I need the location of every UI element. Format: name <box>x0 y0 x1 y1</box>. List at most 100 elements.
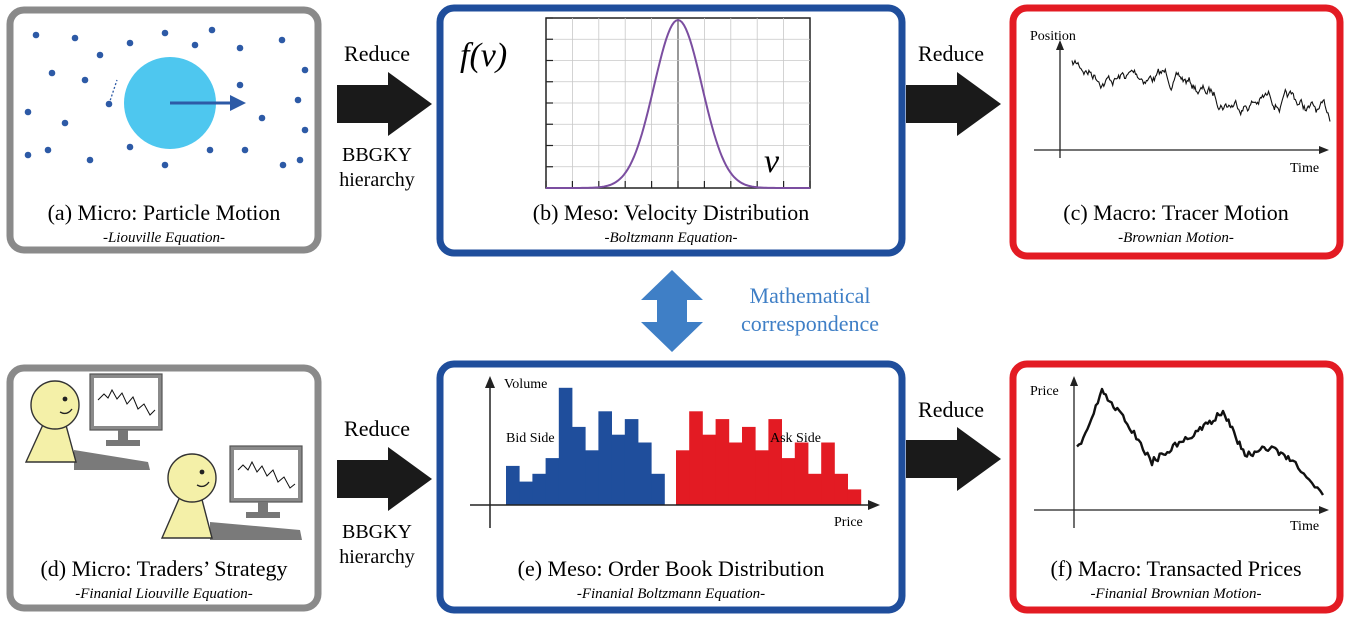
reduce-arrow-top-left <box>337 72 432 136</box>
trader-1-screen-chart <box>97 388 156 416</box>
panel-d-micro-traders: (d) Micro: Traders’ Strategy -Finanial L… <box>6 364 322 612</box>
panel-c-caption: (c) Macro: Tracer Motion <box>1063 200 1288 225</box>
order-book-bars <box>506 387 862 506</box>
panel-d-equation: -Finanial Liouville Equation- <box>75 586 252 602</box>
particle <box>301 66 309 74</box>
hierarchy-label-bottom-left: hierarchy <box>339 546 415 568</box>
reduce-arrow-bottom-right <box>906 427 1001 491</box>
arrow-top-left: Reduce BBGKY hierarchy <box>337 41 432 191</box>
trader-1-monitor-base <box>106 440 140 446</box>
trader-2 <box>160 445 303 540</box>
panel-d-frame <box>6 364 322 612</box>
reduce-label-bottom-left: Reduce <box>344 416 410 441</box>
bid-bar <box>532 473 546 506</box>
c-x-axis-arrowhead <box>1319 146 1329 154</box>
arrow-top-right: Reduce <box>906 41 1001 136</box>
velocity-ylabel: f(v) <box>460 37 507 74</box>
particle <box>296 156 304 164</box>
bid-bar <box>506 465 520 505</box>
arrow-bottom-left: Reduce BBGKY hierarchy <box>337 416 432 568</box>
particle <box>236 81 244 89</box>
ask-bar <box>847 489 862 505</box>
panel-c-macro-tracer: Position Time (c) Macro: Tracer Motion -… <box>1009 4 1344 260</box>
particle <box>294 96 302 104</box>
trader-2-head <box>167 453 217 503</box>
velocity-plot-grid <box>545 17 811 189</box>
panel-b-caption: (b) Meso: Velocity Distribution <box>533 200 809 225</box>
bid-bar <box>598 411 612 506</box>
bid-side-label: Bid Side <box>506 431 555 446</box>
panel-a-caption: (a) Micro: Particle Motion <box>48 200 281 225</box>
panel-b-meso-velocity: f(v) v (b) Meso: Velocity Distribution -… <box>436 4 906 257</box>
ask-bar <box>781 458 796 505</box>
ask-bar <box>834 473 848 506</box>
ask-bar <box>768 419 782 505</box>
particle <box>258 114 266 122</box>
bbgky-label-bottom-left: BBGKY <box>342 521 412 543</box>
panel-f-macro-prices: Price Time (f) Macro: Transacted Prices … <box>1009 360 1344 614</box>
velocity-xlabel: v <box>764 143 780 180</box>
particle <box>32 31 40 39</box>
bbgky-label-top-left: BBGKY <box>342 144 412 166</box>
bid-bar <box>519 481 533 505</box>
hierarchy-label-top-left: hierarchy <box>339 169 415 191</box>
ask-bar <box>689 411 703 506</box>
trader-1-eye <box>62 396 68 402</box>
reduce-label-top-right: Reduce <box>918 41 984 66</box>
ask-bar <box>808 473 822 506</box>
panel-a-micro-particle: (a) Micro: Particle Motion -Liouville Eq… <box>6 6 322 254</box>
trader-2-mouth <box>196 481 210 488</box>
particle <box>191 41 199 49</box>
trader-2-screen-chart <box>237 460 296 489</box>
c-y-axis-arrowhead <box>1056 40 1064 50</box>
particle-small-arrow <box>108 79 118 105</box>
panel-c-frame <box>1009 4 1344 260</box>
panel-e-caption: (e) Meso: Order Book Distribution <box>518 556 825 581</box>
ask-bar <box>755 450 769 505</box>
reduce-label-top-left: Reduce <box>344 41 410 66</box>
reduce-arrow-top-right <box>906 72 1001 136</box>
particle <box>96 51 104 59</box>
panel-e-meso-orderbook: Volume Price Bid Side Ask Side (e) Meso:… <box>436 360 906 614</box>
bid-bar <box>624 419 639 505</box>
panel-a-equation: -Liouville Equation- <box>103 230 225 246</box>
ask-bar <box>794 442 809 505</box>
trader-1-mouth <box>59 408 73 415</box>
panel-d-caption: (d) Micro: Traders’ Strategy <box>40 556 287 581</box>
trader-1 <box>24 373 163 470</box>
particle <box>24 108 32 116</box>
particle <box>61 119 69 127</box>
panel-c-equation: -Brownian Motion- <box>1118 230 1234 246</box>
bid-bar <box>545 458 560 505</box>
arrow-bottom-right: Reduce <box>906 397 1001 491</box>
ask-bar <box>676 450 690 505</box>
ask-bar <box>715 419 730 505</box>
trader-1-desk <box>74 450 150 470</box>
trader-1-monitor-stand <box>118 430 128 440</box>
trader-2-eye <box>199 469 205 475</box>
particle <box>279 161 287 169</box>
e-x-axis-arrowhead <box>868 500 880 510</box>
correspondence-line-2: correspondence <box>741 311 879 336</box>
trader-1-head <box>30 380 80 430</box>
ask-bar <box>821 442 835 505</box>
panel-f-equation: -Finanial Brownian Motion- <box>1090 586 1261 602</box>
tracer-velocity-arrowhead <box>230 95 246 111</box>
particle <box>24 151 32 159</box>
particle <box>126 39 134 47</box>
double-vertical-arrow <box>641 270 703 352</box>
e-y-axis-arrowhead <box>485 376 495 388</box>
correspondence-line-1: Mathematical <box>750 283 871 308</box>
particle <box>126 143 134 151</box>
reduce-arrow-bottom-left <box>337 447 432 511</box>
velocity-distribution-curve <box>546 18 810 189</box>
bid-bar <box>638 442 652 505</box>
particle <box>44 146 52 154</box>
f-y-axis-arrowhead <box>1070 376 1078 386</box>
transacted-price-path <box>1076 387 1325 496</box>
ask-bar <box>702 434 716 505</box>
particle <box>86 156 94 164</box>
particle <box>206 146 214 154</box>
particle <box>208 26 216 34</box>
